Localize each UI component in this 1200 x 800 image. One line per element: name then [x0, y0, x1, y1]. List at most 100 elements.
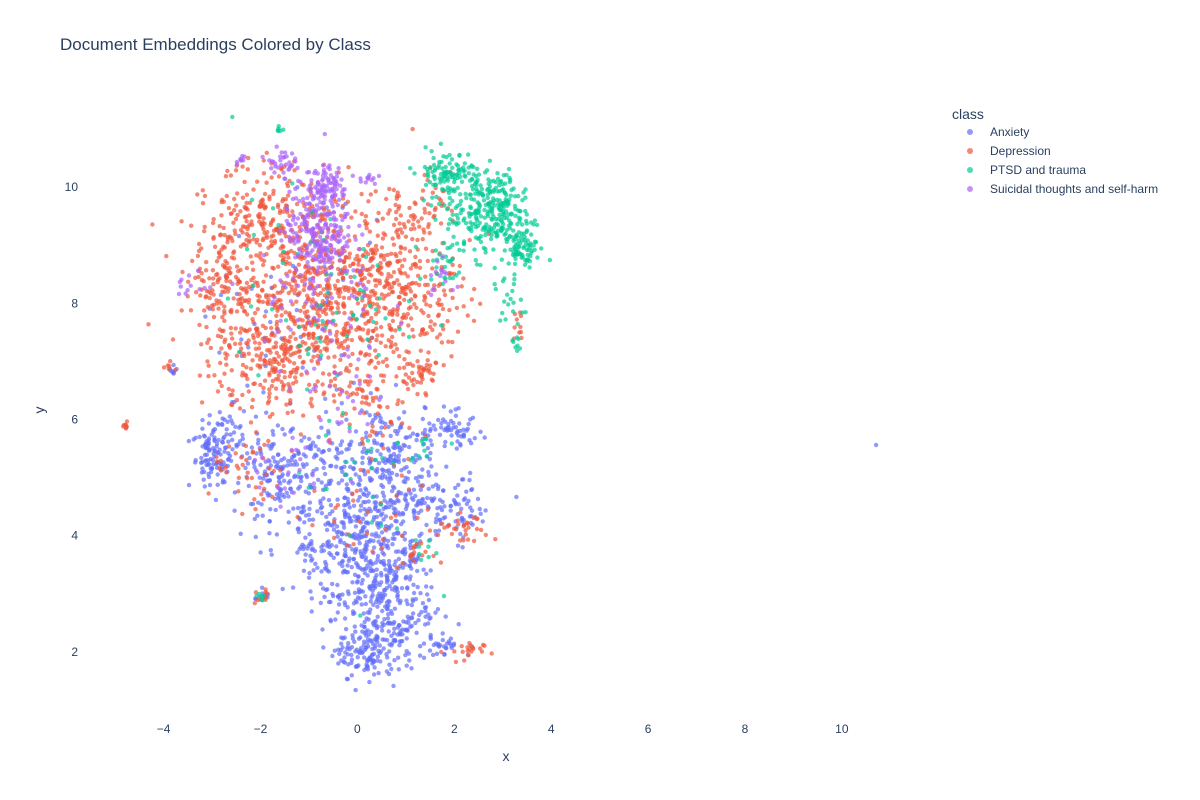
data-point [240, 436, 245, 441]
data-point [387, 281, 392, 287]
data-point [347, 251, 352, 256]
data-point [332, 399, 337, 404]
data-point [249, 222, 255, 227]
data-point [409, 602, 414, 608]
data-point [330, 321, 335, 326]
data-point [218, 253, 223, 258]
data-point [408, 624, 413, 629]
data-point [193, 435, 198, 440]
data-point [445, 178, 451, 183]
data-point [382, 253, 387, 258]
data-point [394, 526, 400, 531]
data-point [457, 421, 462, 426]
data-point [186, 438, 191, 444]
data-point [347, 422, 352, 427]
data-point [349, 279, 354, 285]
data-point [309, 303, 314, 309]
data-point [523, 208, 528, 214]
data-point [374, 494, 379, 499]
data-point [296, 262, 302, 267]
data-point [230, 388, 235, 393]
data-point [240, 462, 245, 467]
data-point [356, 262, 361, 267]
data-point [346, 501, 351, 506]
data-point [322, 217, 328, 222]
data-point [415, 379, 420, 385]
data-point [474, 262, 480, 267]
data-point [274, 144, 279, 149]
data-point [405, 386, 411, 392]
data-point [481, 198, 487, 203]
data-point [293, 336, 298, 342]
data-point [394, 209, 399, 215]
data-point [358, 287, 363, 293]
legend-item[interactable]: Suicidal thoughts and self-harm [967, 182, 1158, 196]
data-point [520, 198, 525, 203]
data-point [402, 546, 408, 551]
data-point [288, 299, 294, 304]
data-point [438, 198, 444, 203]
data-point [422, 206, 427, 212]
data-point [524, 221, 529, 226]
data-point [442, 203, 447, 208]
data-point [233, 451, 238, 456]
data-point [506, 302, 511, 307]
data-point [430, 287, 435, 293]
data-point [353, 687, 358, 693]
data-point [410, 126, 415, 132]
legend-item[interactable]: PTSD and trauma [967, 163, 1086, 177]
data-point [372, 585, 377, 591]
legend-item[interactable]: Depression [967, 144, 1051, 158]
data-point [217, 224, 222, 229]
data-point [328, 478, 334, 483]
data-point [299, 372, 304, 377]
data-point [198, 293, 203, 298]
data-point [302, 558, 308, 563]
data-point [311, 279, 316, 284]
data-point [280, 199, 285, 204]
data-point [205, 359, 210, 364]
data-point [244, 247, 250, 252]
data-point [402, 291, 407, 296]
data-point [362, 624, 367, 630]
data-point [393, 382, 399, 388]
data-point [378, 260, 383, 266]
data-point [436, 641, 441, 646]
data-point [506, 223, 512, 228]
data-point [306, 169, 312, 175]
data-point [326, 569, 332, 574]
data-point [243, 298, 248, 303]
data-point [299, 478, 304, 484]
data-point [486, 177, 491, 182]
data-point [471, 197, 477, 202]
data-point [359, 191, 364, 197]
data-point [431, 258, 436, 263]
y-tick-label: 10 [65, 180, 79, 194]
data-point [429, 585, 434, 590]
data-point [439, 340, 445, 345]
data-point [453, 407, 458, 412]
data-point [383, 306, 388, 311]
data-point [387, 583, 392, 589]
data-point [260, 476, 266, 481]
data-point [219, 284, 224, 289]
data-point [377, 643, 382, 648]
data-point [383, 567, 388, 572]
data-point [312, 315, 317, 321]
data-point [232, 490, 238, 495]
data-point [378, 404, 383, 410]
data-point [529, 248, 535, 254]
data-point [265, 300, 270, 305]
data-point [387, 186, 392, 192]
data-point [359, 387, 365, 393]
data-point [279, 313, 284, 318]
data-point [255, 441, 261, 446]
data-point [395, 445, 400, 450]
data-point [234, 353, 240, 358]
data-point [336, 602, 342, 607]
data-point [222, 264, 227, 269]
legend-item[interactable]: Anxiety [967, 125, 1029, 139]
data-point [290, 426, 296, 431]
data-point [279, 379, 284, 385]
data-point [267, 387, 272, 392]
